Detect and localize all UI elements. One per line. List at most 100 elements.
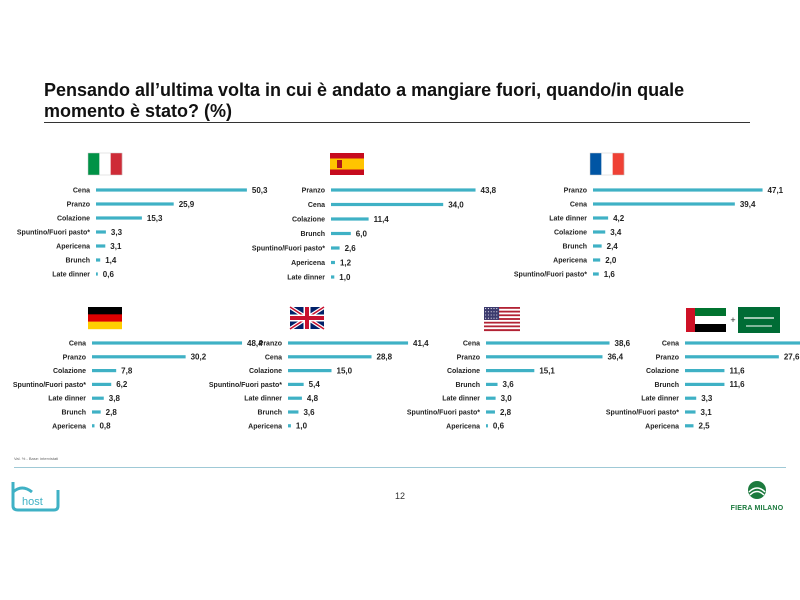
bar: [288, 341, 409, 345]
footer-divider: [14, 467, 786, 468]
value-label: 0,6: [103, 270, 115, 279]
value-label: 2,8: [106, 408, 118, 417]
bar: [288, 396, 302, 400]
category-label: Late dinner: [287, 275, 325, 282]
category-label: Pranzo: [259, 341, 282, 348]
category-label: Brunch: [258, 410, 283, 417]
value-label: 3,4: [610, 228, 622, 237]
category-label: Brunch: [456, 382, 481, 389]
chart-panel-uae-ksa: +Cena40,2Pranzo27,6Colazione11,6Brunch11…: [606, 307, 800, 431]
value-label: 11,4: [374, 215, 390, 224]
chart-panel-spain: Pranzo 43,8 Cena 34,0 Colazione 11,4 Brunch 6,0…: [252, 153, 497, 282]
category-label: Brunch: [62, 410, 87, 417]
category-label: Late dinner: [52, 272, 90, 279]
bar: [96, 230, 106, 234]
value-label: 3,1: [701, 408, 713, 417]
category-label: Late dinner: [549, 216, 587, 223]
value-label: 1,6: [604, 270, 616, 279]
value-label: 15,0: [337, 366, 353, 375]
bar: [685, 355, 779, 359]
category-label: Apericena: [645, 423, 679, 430]
bar: [593, 230, 606, 234]
value-label: 11,6: [729, 366, 745, 375]
category-label: Cena: [69, 341, 86, 348]
chart-panel-uk: Pranzo 41,4 Cena 28,8 Colazione 15,0 Spuntino/…: [209, 305, 429, 431]
page-number: 12: [394, 491, 405, 501]
flag-italy-icon: [87, 152, 123, 176]
category-label: Colazione: [53, 368, 86, 375]
category-label: Spuntino/Fuori pasto*: [252, 246, 325, 253]
bar: [96, 244, 106, 248]
value-label: 36,4: [607, 353, 623, 362]
bar: [96, 272, 98, 276]
category-label: Colazione: [292, 217, 325, 224]
bar: [92, 424, 95, 428]
bar: [288, 369, 332, 373]
bar: [92, 382, 112, 386]
bar: [92, 396, 104, 400]
value-label: 3,1: [110, 242, 122, 251]
bar: [331, 275, 335, 279]
bar: [288, 382, 304, 386]
value-label: 34,0: [448, 200, 464, 209]
value-label: 43,8: [481, 186, 497, 195]
bar: [685, 396, 697, 400]
value-label: 1,2: [340, 258, 352, 267]
category-label: Colazione: [249, 368, 282, 375]
category-label: Spuntino/Fuori pasto*: [13, 382, 86, 389]
footnote: Val. % - Base: intervistati: [14, 456, 59, 461]
category-label: Pranzo: [564, 188, 587, 195]
bar: [593, 188, 763, 192]
category-label: Colazione: [554, 230, 587, 237]
value-label: 15,1: [539, 366, 555, 375]
bar: [593, 244, 602, 248]
bar: [92, 355, 186, 359]
value-label: 28,8: [377, 353, 393, 362]
category-label: Cena: [662, 341, 679, 348]
flag-uae-ksa-icon: +: [686, 307, 780, 333]
bar: [288, 424, 291, 428]
bar: [288, 410, 299, 414]
category-label: Colazione: [646, 368, 679, 375]
title-divider: [44, 122, 750, 123]
bar: [92, 341, 243, 345]
value-label: 3,3: [111, 228, 123, 237]
category-label: Cena: [73, 188, 90, 195]
chart-title: Pensando all’ultima volta in cui è andat…: [44, 80, 685, 121]
bar: [96, 258, 101, 262]
category-label: Pranzo: [63, 354, 86, 361]
bar: [593, 272, 599, 276]
category-label: Cena: [265, 354, 282, 361]
bar: [685, 424, 694, 428]
bar: [331, 202, 444, 207]
value-label: 2,4: [607, 242, 619, 251]
category-label: Cena: [570, 202, 587, 209]
value-label: 3,8: [109, 394, 121, 403]
value-label: 7,8: [121, 366, 133, 375]
host-logo-text: host: [22, 496, 43, 508]
category-label: Apericena: [446, 423, 480, 430]
category-label: Pranzo: [302, 188, 325, 195]
value-label: 1,0: [339, 273, 351, 282]
host-logo: host: [10, 480, 60, 517]
category-label: Spuntino/Fuori pasto*: [514, 272, 587, 279]
category-label: Apericena: [248, 423, 282, 430]
flag-spain-icon: [330, 153, 364, 175]
bar: [593, 216, 609, 220]
value-label: 39,4: [740, 200, 756, 209]
value-label: 38,6: [615, 339, 631, 348]
value-label: 50,3: [252, 186, 268, 195]
value-label: 1,4: [105, 256, 117, 265]
chart-area: Cena 50,3 Pranzo 25,9 Colazione 15,3 Spuntino/…: [13, 152, 800, 431]
value-label: 6,2: [116, 380, 128, 389]
chart-panel-italy: Cena 50,3 Pranzo 25,9 Colazione 15,3 Spuntino/…: [17, 152, 268, 279]
bar: [331, 260, 335, 265]
fiera-milano-text: FIERA MILANO: [730, 505, 784, 512]
bar: [96, 202, 174, 206]
value-label: 48,4: [247, 339, 263, 348]
category-label: Brunch: [655, 382, 680, 389]
value-label: 3,0: [501, 394, 513, 403]
chart-panel-usa: Cena 38,6 Pranzo 36,4 Colazione 15,1 Brunch 3,6…: [407, 307, 631, 431]
bar: [685, 382, 725, 386]
category-label: Brunch: [563, 244, 588, 251]
